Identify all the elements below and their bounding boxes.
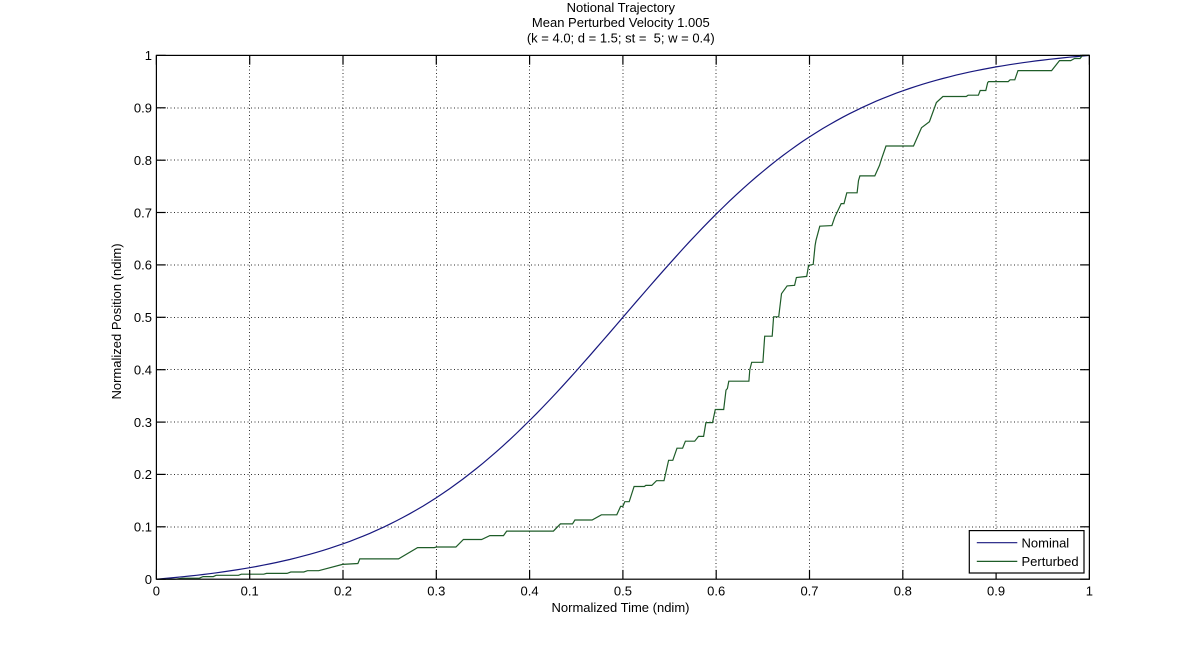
svg-text:0.8: 0.8 — [894, 583, 912, 598]
svg-text:0.1: 0.1 — [241, 583, 259, 598]
svg-text:0.5: 0.5 — [614, 583, 632, 598]
svg-text:0.9: 0.9 — [134, 101, 152, 116]
svg-text:0.6: 0.6 — [707, 583, 725, 598]
svg-text:0.1: 0.1 — [134, 520, 152, 535]
svg-text:0.7: 0.7 — [134, 205, 152, 220]
svg-text:0.8: 0.8 — [134, 153, 152, 168]
svg-text:Normalized Position (ndim): Normalized Position (ndim) — [109, 243, 124, 399]
svg-text:0.2: 0.2 — [134, 467, 152, 482]
svg-text:1: 1 — [1086, 583, 1093, 598]
svg-text:0: 0 — [145, 572, 152, 587]
svg-text:0.3: 0.3 — [134, 415, 152, 430]
svg-text:0.4: 0.4 — [521, 583, 539, 598]
svg-text:0.3: 0.3 — [427, 583, 445, 598]
svg-text:Nominal: Nominal — [1022, 536, 1070, 551]
svg-text:Perturbed: Perturbed — [1022, 554, 1079, 569]
svg-text:0.9: 0.9 — [987, 583, 1005, 598]
svg-text:1: 1 — [145, 48, 152, 63]
svg-text:0.5: 0.5 — [134, 310, 152, 325]
svg-text:Notional Trajectory: Notional Trajectory — [567, 0, 676, 15]
svg-text:0.4: 0.4 — [134, 363, 152, 378]
svg-text:(k = 4.0; d = 1.5; st = 5; w: (k = 4.0; d = 1.5; st = 5; w = 0.4) — [527, 31, 715, 46]
svg-text:Normalized Time (ndim): Normalized Time (ndim) — [552, 600, 690, 615]
svg-text:0: 0 — [153, 583, 160, 598]
svg-text:Mean Perturbed Velocity 1.005: Mean Perturbed Velocity 1.005 — [532, 15, 710, 30]
svg-text:0.6: 0.6 — [134, 258, 152, 273]
svg-text:0.2: 0.2 — [334, 583, 352, 598]
svg-text:0.7: 0.7 — [800, 583, 818, 598]
